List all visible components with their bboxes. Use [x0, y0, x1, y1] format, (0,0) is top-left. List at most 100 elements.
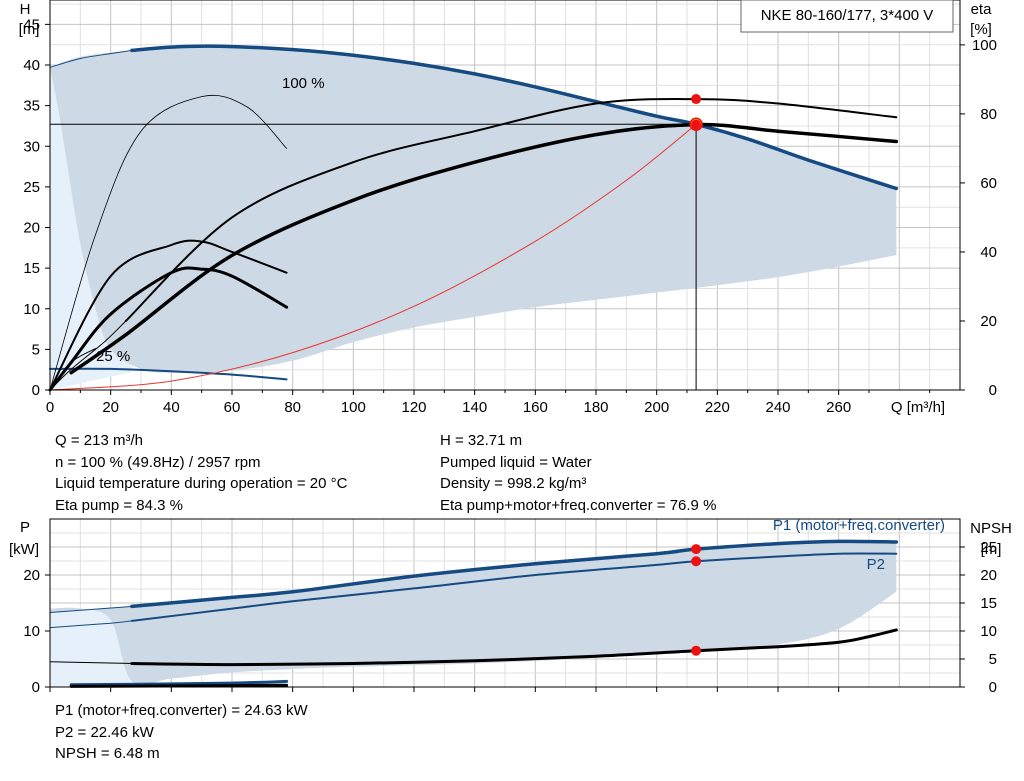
h-axis-label: H [20, 1, 31, 18]
upper-curves [48, 44, 899, 392]
chart-title: NKE 80-160/177, 3*400 V [761, 7, 934, 24]
p1-curve [130, 539, 899, 609]
op-p2-marker [691, 556, 702, 567]
x-tick-label: 100 [341, 399, 366, 416]
x-tick-label: 60 [224, 399, 241, 416]
y-tick-label: 15 [23, 260, 40, 277]
npsh-axis-ticks: 0 5 10 15 20 25 [960, 539, 997, 696]
p1-extension-curve [49, 605, 133, 613]
p-axis-label: P [20, 519, 30, 536]
result-eta-total: Eta pump+motor+freq.converter = 76.9 % [440, 496, 717, 514]
y-tick-label: 60 [980, 175, 997, 192]
x-axis-label: Q [m³/h] [891, 399, 945, 416]
y-tick-label: 25 [23, 179, 40, 196]
y-tick-label: 35 [23, 98, 40, 115]
h-axis-unit: [m] [19, 21, 40, 38]
eta-low-speed-curve [49, 239, 288, 391]
eta-pump-curve [124, 98, 898, 322]
x-tick-label: 240 [765, 399, 790, 416]
result-density: Density = 998.2 kg/m³ [440, 475, 587, 492]
y-tick-label: 15 [980, 595, 997, 612]
result-p2: P2 = 22.46 kW [55, 723, 154, 741]
system-curve-curve [49, 123, 697, 391]
upper-envelope [50, 46, 897, 390]
x-axis-ticks: 0 20 40 60 80 100 120 140 160 180 200 220 240 260 [46, 390, 931, 692]
x-tick-label: 220 [705, 399, 730, 416]
y-tick-label: 10 [980, 623, 997, 640]
curve-label-25: 25 % [96, 348, 130, 365]
y-tick-label: 5 [32, 341, 40, 358]
p-min-speed-curve [69, 679, 289, 687]
y-tick-label: 45 [23, 16, 40, 33]
p1-series-label: P1 (motor+freq.converter) [773, 517, 945, 534]
lower-panel: 0 10 20 0 5 10 15 20 25 P [kW] NPSH [m] P1 (mot… [9, 517, 1012, 696]
lower-operating-point [691, 544, 702, 656]
npsh-extension-curve [49, 661, 133, 664]
title-box [740, 0, 954, 33]
y-tick-label: 0 [32, 679, 40, 696]
y-tick-label: 10 [23, 623, 40, 640]
x-tick-label: 80 [284, 399, 301, 416]
envelope-area [50, 46, 897, 373]
x-tick-label: 120 [401, 399, 426, 416]
head-min-speed-curve [49, 367, 288, 381]
npsh-axis-label: NPSH [970, 520, 1012, 537]
results-lower-left: P1 (motor+freq.converter) = 24.63 kW P2 … [55, 700, 308, 765]
upper-operating-point [50, 94, 703, 390]
p-axis-ticks: 0 10 20 [23, 567, 50, 696]
y-tick-label: 0 [989, 382, 997, 399]
y-tick-label: 20 [23, 567, 40, 584]
p2-extension-curve [49, 620, 133, 629]
result-liquid-temperature: Liquid temperature during operation = 20… [55, 475, 348, 492]
head-extension-curve [49, 49, 133, 68]
p-axis-unit: [kW] [9, 541, 39, 558]
y-tick-label: 40 [23, 57, 40, 74]
y-tick-label: 0 [32, 382, 40, 399]
eta-total-curve [69, 122, 899, 375]
x-tick-label: 160 [523, 399, 548, 416]
x-tick-label: 0 [46, 399, 54, 416]
lower-curves [49, 539, 899, 688]
op-npsh-marker [691, 645, 702, 656]
y-tick-label: 25 [980, 539, 997, 556]
y-tick-label: 100 [972, 37, 997, 54]
npsh-curve [130, 628, 898, 667]
y-tick-label: 5 [989, 651, 997, 668]
eta-axis-unit: [%] [970, 21, 992, 38]
eta-extension-thin-curve [49, 94, 287, 391]
y-tick-label: 20 [980, 567, 997, 584]
result-eta-pump: Eta pump = 84.3 % [55, 496, 183, 514]
y-tick-label: 40 [980, 244, 997, 261]
result-p1: P1 (motor+freq.converter) = 24.63 kW [55, 702, 308, 719]
result-head: H = 32.71 m [440, 432, 523, 449]
eta-axis-ticks: 0 20 40 60 80 100 [960, 37, 997, 399]
y-tick-label: 10 [23, 301, 40, 318]
result-pumped-liquid: Pumped liquid = Water [440, 453, 592, 471]
npsh-min-speed-curve [69, 683, 289, 688]
curve-label-100: 100 % [282, 75, 325, 92]
result-speed: n = 100 % (49.8Hz) / 2957 rpm [55, 453, 261, 471]
op-eta-total-marker [691, 119, 702, 130]
x-tick-label: 40 [163, 399, 180, 416]
x-tick-label: 20 [102, 399, 119, 416]
y-tick-label: 20 [980, 313, 997, 330]
y-tick-label: 20 [23, 220, 40, 237]
p2-series-label: P2 [867, 556, 885, 573]
head-curve [130, 44, 899, 191]
op-p1-marker [691, 544, 702, 555]
x-tick-label: 200 [644, 399, 669, 416]
result-flow: Q = 213 m³/h [55, 432, 143, 449]
h-axis-ticks: 0 5 10 15 20 25 30 35 40 45 [23, 16, 50, 399]
results-upper-right: H = 32.71 m Pumped liquid = Water Densit… [440, 430, 716, 516]
eta-fan-1-curve [49, 320, 127, 391]
y-tick-label: 30 [23, 138, 40, 155]
envelope-area [50, 541, 897, 686]
y-tick-label: 80 [980, 106, 997, 123]
x-tick-label: 180 [583, 399, 608, 416]
op-eta-pump-marker [691, 94, 702, 105]
p2-curve [130, 552, 898, 622]
results-upper-left: Q = 213 m³/h n = 100 % (49.8Hz) / 2957 r… [55, 430, 347, 516]
x-tick-label: 260 [826, 399, 851, 416]
upper-panel: 0 20 40 60 80 100 120 140 160 180 200 220 240 260 051… [19, 0, 997, 692]
